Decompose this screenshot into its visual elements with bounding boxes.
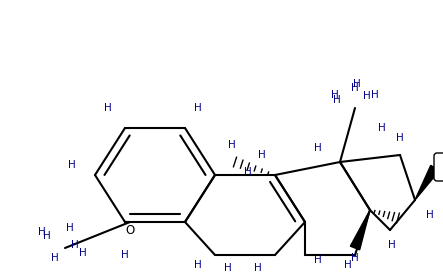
Text: H: H (244, 167, 252, 177)
Text: H: H (351, 253, 359, 263)
Text: H: H (258, 150, 266, 160)
Text: H: H (351, 83, 359, 93)
Text: H: H (344, 260, 352, 270)
Text: H: H (43, 231, 51, 241)
Text: H: H (426, 210, 434, 220)
Text: H: H (68, 160, 76, 170)
Text: H: H (388, 240, 396, 250)
Text: H: H (228, 140, 236, 150)
Text: H: H (396, 133, 404, 143)
Text: H: H (314, 255, 322, 265)
Text: H: H (314, 143, 322, 153)
Text: H: H (66, 223, 74, 233)
Text: H: H (434, 170, 442, 180)
Text: H: H (331, 90, 339, 100)
Polygon shape (415, 165, 439, 200)
Text: H: H (353, 79, 361, 89)
Text: H: H (71, 240, 79, 250)
Text: H: H (378, 123, 386, 133)
Text: H: H (121, 250, 129, 260)
Text: H: H (194, 103, 202, 113)
Text: H: H (254, 263, 262, 273)
Text: H: H (79, 248, 87, 258)
Text: H: H (333, 95, 341, 105)
Text: H: H (104, 103, 112, 113)
FancyBboxPatch shape (434, 153, 443, 181)
Text: H: H (224, 263, 232, 273)
Polygon shape (350, 210, 370, 250)
Text: H: H (38, 227, 46, 237)
Text: H: H (363, 91, 371, 101)
Text: H: H (371, 90, 379, 100)
Text: H: H (51, 253, 59, 263)
Text: H: H (194, 260, 202, 270)
Text: O: O (125, 224, 135, 237)
